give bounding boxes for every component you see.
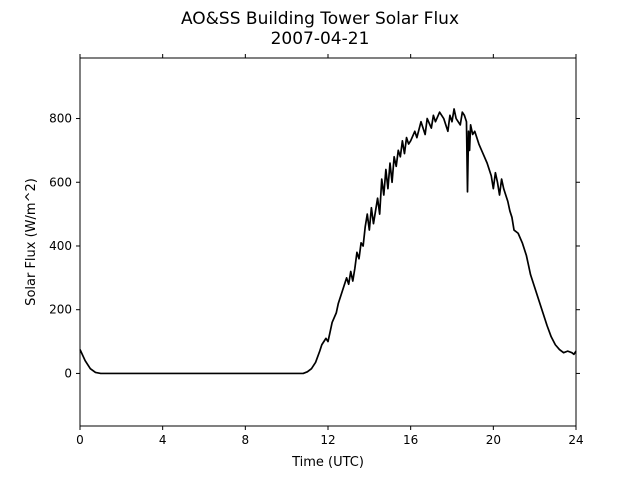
y-tick-label: 600 [49,175,72,189]
x-axis: 0 4 8 12 16 20 24 [76,54,584,447]
x-tick-label: 4 [159,433,167,447]
y-axis: 0 200 400 600 800 [49,112,580,380]
x-tick-label: 12 [320,433,335,447]
x-tick-label: 0 [76,433,84,447]
x-tick-label: 16 [403,433,418,447]
x-tick-label: 8 [242,433,250,447]
y-tick-label: 0 [64,366,72,380]
y-tick-label: 200 [49,303,72,317]
chart-title: AO&SS Building Tower Solar Flux [181,9,459,29]
chart-subtitle: 2007-04-21 [271,29,370,49]
series-line [79,108,577,375]
x-axis-label: Time (UTC) [291,455,364,470]
plot-area [79,108,577,375]
plot-frame [79,57,577,427]
y-tick-label: 800 [49,112,72,126]
y-tick-label: 400 [49,239,72,253]
y-axis-label: Solar Flux (W/m^2) [24,178,39,306]
x-tick-label: 24 [568,433,583,447]
x-tick-label: 20 [486,433,501,447]
